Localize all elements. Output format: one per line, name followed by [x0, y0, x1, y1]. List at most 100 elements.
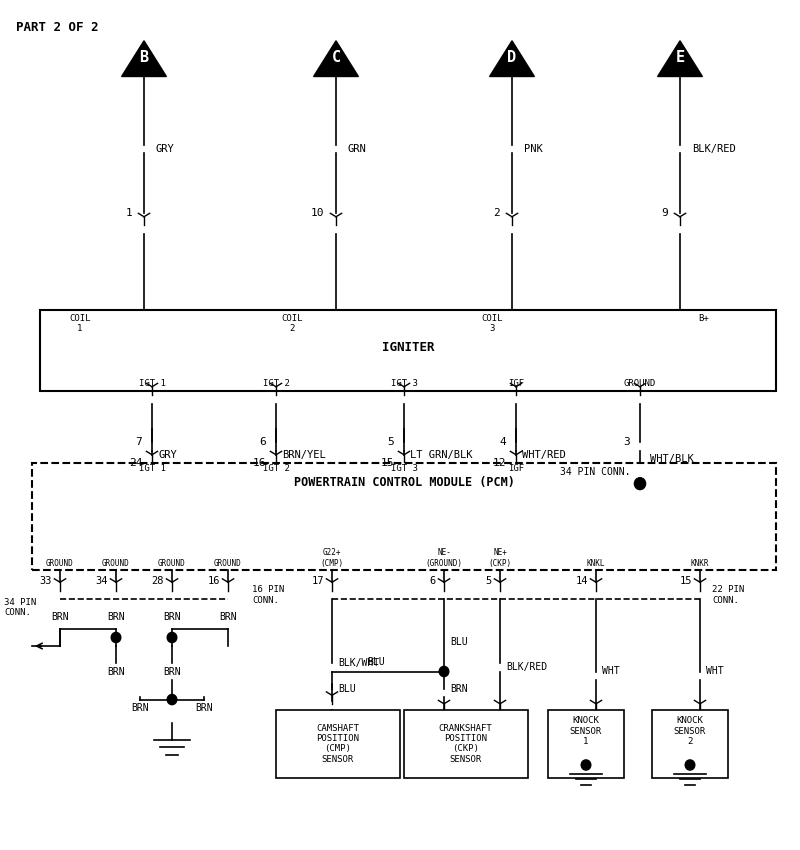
Text: BLK/RED: BLK/RED	[692, 144, 736, 154]
Text: WHT/BLK: WHT/BLK	[650, 454, 694, 464]
Text: GROUND: GROUND	[158, 558, 186, 568]
Text: PART 2 OF 2: PART 2 OF 2	[16, 21, 98, 34]
Text: B: B	[139, 50, 149, 65]
Text: 24: 24	[129, 458, 142, 468]
Text: 5: 5	[486, 576, 492, 586]
Text: GROUND: GROUND	[624, 378, 656, 388]
Text: G22+
(CMP): G22+ (CMP)	[321, 548, 343, 568]
Polygon shape	[658, 41, 702, 76]
Text: 34 PIN CONN.: 34 PIN CONN.	[560, 467, 630, 477]
Text: NE+
(CKP): NE+ (CKP)	[489, 548, 511, 568]
Text: KNKL: KNKL	[586, 558, 606, 568]
Text: IGT 2: IGT 2	[262, 378, 290, 388]
Text: 14: 14	[575, 576, 588, 586]
Bar	[404, 710, 528, 778]
Text: BRN: BRN	[163, 667, 181, 677]
Text: KNKR: KNKR	[690, 558, 710, 568]
Text: COIL
2: COIL 2	[282, 314, 302, 333]
Text: 16 PIN
CONN.: 16 PIN CONN.	[252, 586, 284, 604]
Text: GROUND: GROUND	[46, 558, 74, 568]
Text: IGNITER: IGNITER	[382, 341, 434, 354]
Circle shape	[111, 632, 121, 643]
Text: KNOCK
SENSOR
1: KNOCK SENSOR 1	[570, 716, 602, 746]
Text: IGT 3: IGT 3	[390, 378, 418, 388]
Text: POWERTRAIN CONTROL MODULE (PCM): POWERTRAIN CONTROL MODULE (PCM)	[294, 476, 514, 489]
Circle shape	[167, 694, 177, 705]
Text: BLU: BLU	[367, 657, 385, 667]
Text: 12: 12	[493, 458, 506, 468]
Text: BRN: BRN	[107, 667, 125, 677]
Text: BRN: BRN	[107, 612, 125, 622]
Text: 34: 34	[95, 576, 108, 586]
Text: D: D	[507, 50, 517, 65]
Text: 5: 5	[388, 437, 394, 447]
Polygon shape	[122, 41, 166, 76]
Text: GRN: GRN	[348, 144, 366, 154]
Bar	[40, 310, 776, 391]
Text: IGT 3: IGT 3	[390, 464, 418, 473]
Text: 6: 6	[260, 437, 266, 447]
Polygon shape	[490, 41, 534, 76]
Text: BRN: BRN	[51, 612, 69, 622]
Text: GROUND: GROUND	[214, 558, 242, 568]
Text: IGF: IGF	[508, 378, 524, 388]
Text: KNOCK
SENSOR
2: KNOCK SENSOR 2	[674, 716, 706, 746]
Text: WHT: WHT	[602, 666, 620, 677]
Text: troubleshootmyvehicle.com: troubleshootmyvehicle.com	[187, 338, 613, 367]
Text: BRN/YEL: BRN/YEL	[282, 450, 326, 460]
Text: 9: 9	[662, 207, 668, 218]
Text: 1: 1	[126, 207, 132, 218]
Text: BLU: BLU	[450, 637, 468, 647]
Text: NE-
(GROUND): NE- (GROUND)	[426, 548, 462, 568]
Text: 16: 16	[253, 458, 266, 468]
Text: WHT/RED: WHT/RED	[522, 450, 566, 460]
Circle shape	[685, 760, 694, 770]
Polygon shape	[314, 41, 358, 76]
Text: 7: 7	[136, 437, 142, 447]
Text: BLU: BLU	[338, 683, 356, 694]
Text: 33: 33	[39, 576, 52, 586]
Text: 15: 15	[679, 576, 692, 586]
Text: WHT: WHT	[706, 666, 724, 677]
Text: CAMSHAFT
POSITION
(CMP)
SENSOR: CAMSHAFT POSITION (CMP) SENSOR	[316, 723, 359, 764]
Text: COIL
3: COIL 3	[482, 314, 502, 333]
Circle shape	[167, 632, 177, 643]
Text: E: E	[675, 50, 685, 65]
Text: BRN: BRN	[195, 703, 213, 713]
Text: PNK: PNK	[524, 144, 542, 154]
Text: IGT 1: IGT 1	[138, 378, 166, 388]
Text: IGT 2: IGT 2	[262, 464, 290, 473]
Text: 3: 3	[624, 437, 630, 447]
Text: BRN: BRN	[450, 683, 468, 694]
Text: 10: 10	[310, 207, 324, 218]
Text: 15: 15	[381, 458, 394, 468]
Bar	[652, 710, 728, 778]
Text: BRN: BRN	[163, 612, 181, 622]
Text: IGT 1: IGT 1	[138, 464, 166, 473]
Text: GRY: GRY	[158, 450, 177, 460]
Text: BLK/RED: BLK/RED	[506, 662, 547, 672]
Text: 34 PIN
CONN.: 34 PIN CONN.	[4, 598, 36, 617]
Text: B+: B+	[698, 314, 710, 323]
Text: GRY: GRY	[156, 144, 174, 154]
Text: 6: 6	[430, 576, 436, 586]
Circle shape	[439, 666, 449, 677]
Circle shape	[581, 760, 590, 770]
Text: CRANKSHAFT
POSITION
(CKP)
SENSOR: CRANKSHAFT POSITION (CKP) SENSOR	[438, 723, 493, 764]
Bar	[276, 710, 400, 778]
Circle shape	[634, 478, 646, 490]
Bar	[32, 463, 776, 570]
Text: LT GRN/BLK: LT GRN/BLK	[410, 450, 473, 460]
Text: GROUND: GROUND	[102, 558, 130, 568]
Text: 17: 17	[311, 576, 324, 586]
Text: BLK/WHT: BLK/WHT	[338, 658, 379, 668]
Text: BRN: BRN	[219, 612, 237, 622]
Text: BRN: BRN	[131, 703, 149, 713]
Text: 28: 28	[151, 576, 164, 586]
Text: 16: 16	[207, 576, 220, 586]
Text: C: C	[331, 50, 341, 65]
Text: 22 PIN
CONN.: 22 PIN CONN.	[712, 586, 744, 604]
Text: 2: 2	[494, 207, 500, 218]
Text: 4: 4	[500, 437, 506, 447]
Text: COIL
1: COIL 1	[70, 314, 90, 333]
